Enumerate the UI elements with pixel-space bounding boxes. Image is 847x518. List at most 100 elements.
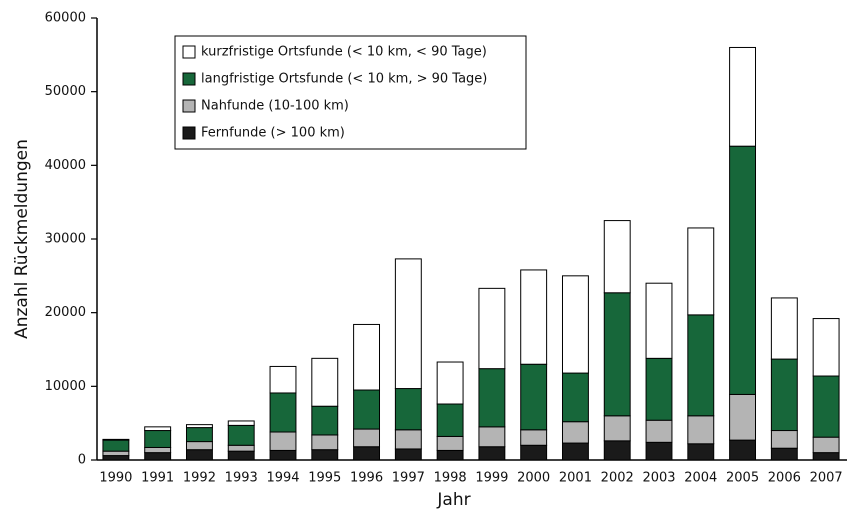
legend-label: Fernfunde (> 100 km) [201,126,345,141]
bar-segment [520,429,548,446]
bar-segment [394,388,422,431]
bar-segment [729,439,757,461]
bar-segment [394,258,422,390]
legend-label: Nahfunde (10-100 km) [201,99,349,114]
y-axis-label: Anzahl Rückmeldungen [12,139,32,339]
x-tick-label: 2001 [559,471,592,486]
x-tick-label: 1992 [183,471,216,486]
bar-segment [311,449,339,461]
x-tick-label: 1998 [434,471,467,486]
bar-segment [185,449,213,461]
x-tick-label: 1991 [141,471,174,486]
x-tick-label: 2002 [601,471,634,486]
bar-segment [687,227,715,316]
bar-segment [520,269,548,365]
y-tick-label: 30000 [45,232,86,247]
x-tick-label: 2005 [726,471,759,486]
x-tick-label: 2006 [768,471,801,486]
bar-segment [436,435,464,451]
x-tick-label: 1996 [350,471,383,486]
x-tick-label: 2003 [642,471,675,486]
bar-segment [353,323,381,391]
bar-segment [812,318,840,377]
bar-segment [687,415,715,445]
bar-segment [561,275,589,374]
bar-segment [102,438,130,441]
legend-swatch [182,126,196,140]
bar-segment [729,145,757,395]
x-tick-label: 2004 [684,471,717,486]
bar-segment [311,434,339,451]
bar-segment [102,450,130,457]
x-tick-label: 1993 [225,471,258,486]
bar-segment [478,368,506,428]
bar-segment [812,436,840,454]
bar-segment [770,297,798,360]
bar-segment [770,447,798,461]
bar-segment [227,444,255,452]
bar-segment [687,314,715,417]
bar-segment [144,430,172,448]
bar-segment [269,392,297,433]
bar-segment [561,442,589,461]
bar-segment [436,449,464,461]
legend-swatch [182,99,196,113]
bar-segment [645,419,673,443]
bar-segment [603,440,631,461]
legend-box [174,35,527,150]
bar-segment [144,452,172,461]
x-tick-label: 1994 [266,471,299,486]
legend-label: kurzfristige Ortsfunde (< 10 km, < 90 Ta… [201,45,487,60]
bar-segment [227,420,255,426]
x-tick-label: 1999 [475,471,508,486]
bar-segment [436,361,464,405]
x-tick-label: 1995 [308,471,341,486]
bar-segment [812,452,840,461]
bar-segment [269,365,297,394]
bar-segment [478,426,506,448]
bar-segment [144,426,172,432]
bar-segment [645,282,673,359]
bar-segment [311,357,339,407]
x-tick-label: 1990 [99,471,132,486]
bar-segment [353,446,381,461]
bar-segment [561,421,589,444]
bar-segment [603,220,631,294]
legend-label: langfristige Ortsfunde (< 10 km, > 90 Ta… [201,72,487,87]
bar-segment [812,375,840,438]
bar-segment [645,357,673,421]
bar-segment [478,287,506,370]
y-tick-label: 0 [78,453,86,468]
bar-segment [603,415,631,442]
bar-segment [520,363,548,431]
legend-swatch [182,45,196,59]
bar-segment [603,292,631,417]
y-tick-label: 10000 [45,379,86,394]
bar-segment [102,455,130,461]
bar-segment [561,372,589,423]
bar-segment [770,358,798,432]
y-tick-label: 50000 [45,84,86,99]
bar-segment [185,441,213,451]
x-axis-label: Jahr [436,490,470,510]
bar-segment [478,446,506,461]
bar-segment [144,446,172,454]
bar-segment [185,427,213,443]
bar-segment [227,450,255,461]
bar-segment [353,389,381,430]
bar-segment [227,424,255,446]
x-tick-label: 2007 [810,471,843,486]
x-tick-label: 2000 [517,471,550,486]
bar-segment [436,403,464,437]
y-tick-label: 60000 [45,11,86,26]
bar-segment [353,428,381,448]
bar-segment [269,431,297,451]
y-tick-label: 20000 [45,305,86,320]
bar-segment [311,405,339,436]
bar-segment [185,424,213,429]
bar-segment [394,429,422,450]
bar-segment [729,393,757,441]
bar-segment [102,439,130,452]
legend-swatch [182,72,196,86]
